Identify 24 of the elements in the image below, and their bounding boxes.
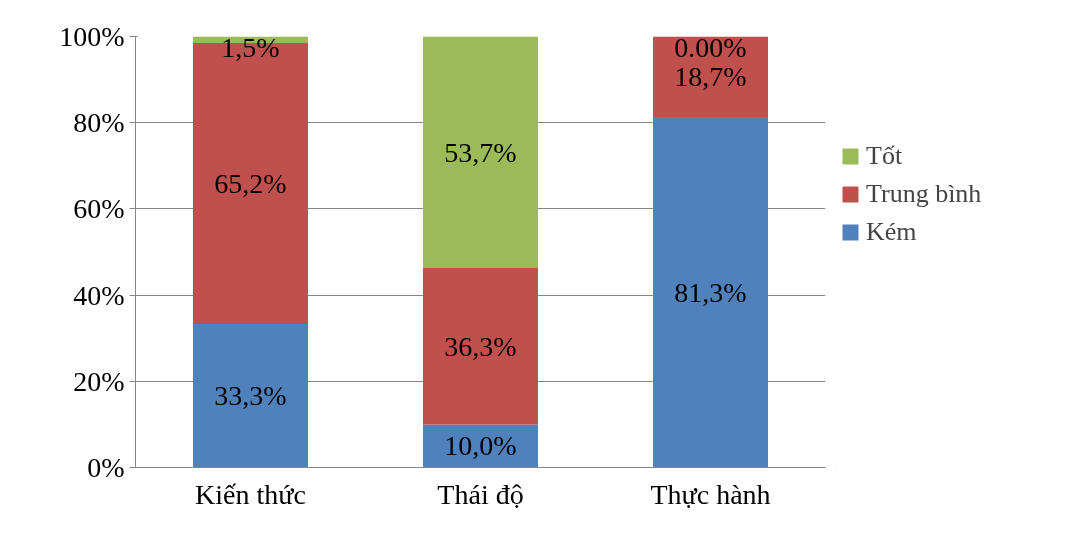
data-label: 36,3% (444, 330, 517, 362)
data-label: 81,3% (674, 276, 747, 308)
y-tick-label: 0% (87, 452, 125, 483)
data-label: 18,7% (674, 61, 747, 93)
legend-label: Kém (866, 217, 917, 247)
bar (423, 36, 538, 268)
y-tick-label: 100% (59, 21, 125, 52)
x-tick-label: Thực hành (650, 478, 771, 510)
legend-label: Tốt (866, 141, 903, 171)
data-label: 10,0% (444, 430, 517, 462)
data-label: 65,2% (214, 167, 287, 199)
x-tick-label: Thái độ (437, 478, 524, 510)
bar (653, 117, 768, 468)
data-label: 33,3% (214, 380, 287, 412)
y-tick-label: 80% (73, 107, 125, 139)
bar (193, 323, 308, 468)
data-label: 0.00% (674, 31, 747, 63)
legend-label: Trung bình (866, 179, 982, 209)
bar (423, 267, 538, 425)
x-tick-label: Kiến thức (195, 478, 306, 510)
y-tick-label: 20% (73, 365, 125, 397)
data-label: 53,7% (444, 136, 517, 168)
y-tick-label: 60% (73, 193, 125, 225)
y-tick-label: 40% (73, 279, 125, 311)
